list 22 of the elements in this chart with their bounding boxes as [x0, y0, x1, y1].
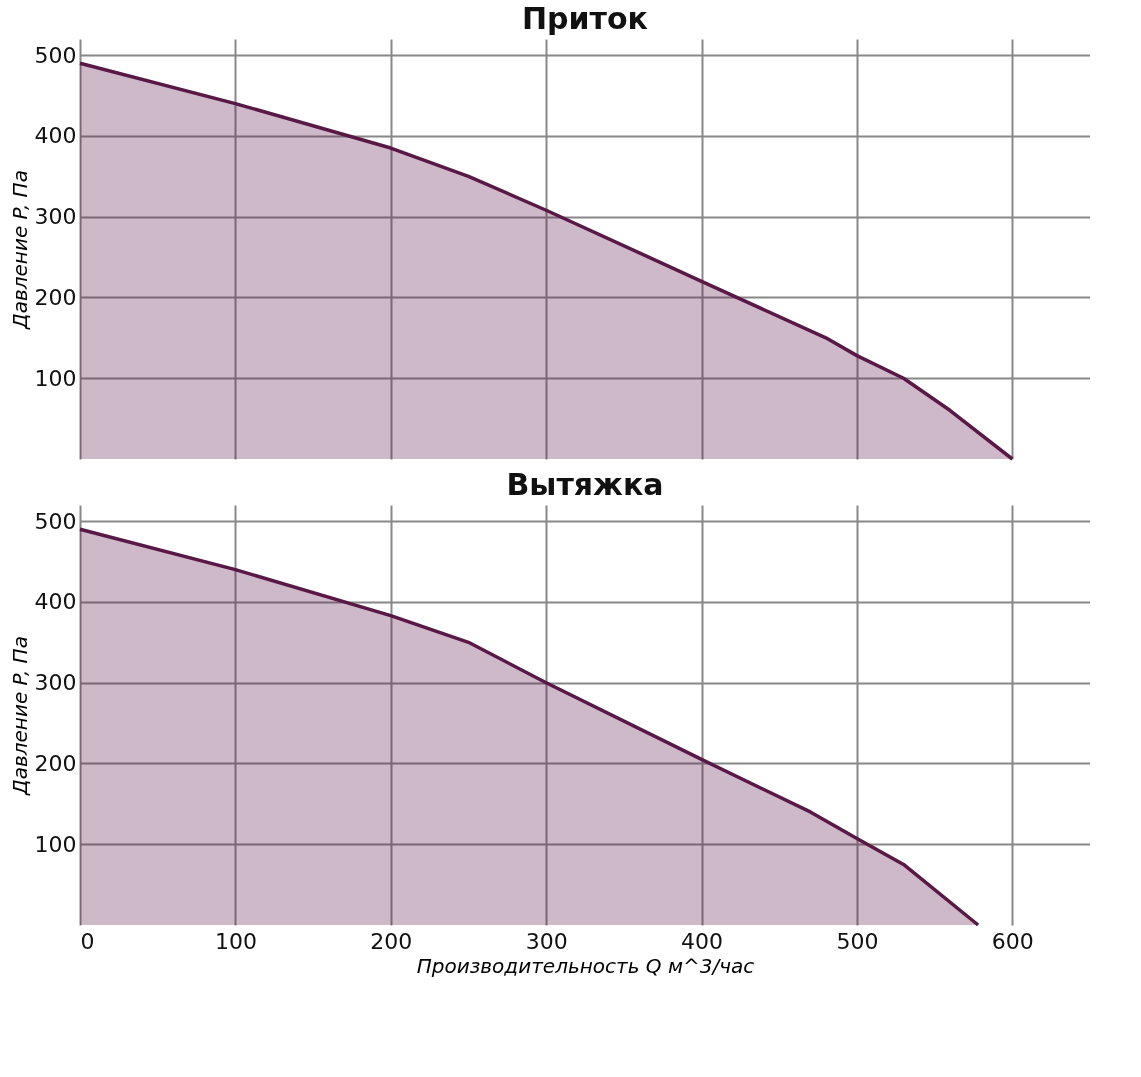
y-tick-label: 200 [34, 750, 77, 776]
y-tick-label: 200 [34, 284, 77, 310]
y-tick-label: 500 [34, 508, 77, 534]
x-tick-label: 300 [525, 928, 568, 954]
x-tick-label: 200 [370, 928, 413, 954]
x-tick-label: 400 [681, 928, 724, 954]
x-tick-label: 0 [80, 928, 95, 954]
x-axis-title: Производительность Q м^3/час [416, 953, 755, 978]
y-axis-title: Давление P, Па [7, 636, 32, 796]
y-tick-label: 500 [34, 42, 77, 68]
y-tick-label: 400 [34, 123, 77, 149]
x-tick-label: 600 [991, 928, 1034, 954]
y-axis-title: Давление P, Па [7, 170, 32, 330]
x-tick-label: 500 [836, 928, 879, 954]
y-tick-label: 300 [34, 670, 77, 696]
x-tick-label: 100 [214, 928, 257, 954]
chart-title: Вытяжка [506, 467, 664, 502]
y-tick-label: 100 [34, 831, 77, 857]
y-tick-label: 300 [34, 204, 77, 230]
y-tick-label: 100 [34, 365, 77, 391]
y-tick-label: 400 [34, 589, 77, 615]
chart-title: Приток [522, 1, 648, 36]
